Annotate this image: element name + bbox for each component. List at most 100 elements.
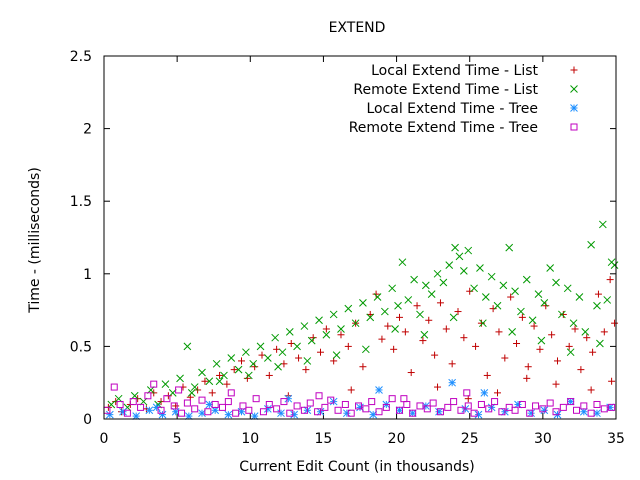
remote-tree-point xyxy=(315,392,323,400)
remote-list-point xyxy=(546,264,555,272)
x-axis-label: Current Edit Count (in thousands) xyxy=(239,459,474,475)
remote-tree-point xyxy=(347,409,355,417)
remote-list-point xyxy=(421,281,430,290)
remote-list-point xyxy=(420,330,429,339)
remote-list-point xyxy=(528,316,537,325)
local-tree-point xyxy=(277,409,285,418)
remote-list-point xyxy=(596,339,604,348)
local-tree-point xyxy=(132,412,141,420)
remote-tree-point xyxy=(485,405,493,413)
x-tick-label: 5 xyxy=(173,431,182,447)
remote-list-point xyxy=(476,264,484,272)
remote-tree-point xyxy=(355,402,363,410)
remote-list-point xyxy=(187,389,196,397)
local-list-point xyxy=(483,371,491,379)
local-tree-point xyxy=(224,410,233,419)
remote-tree-point xyxy=(150,380,158,388)
local-list-point xyxy=(536,345,544,353)
remote-tree-point xyxy=(163,395,171,403)
remote-list-point xyxy=(263,354,272,362)
plot-frame xyxy=(103,55,617,420)
remote-list-point xyxy=(464,246,473,255)
remote-tree-point xyxy=(539,405,547,413)
remote-tree-point xyxy=(457,406,465,414)
remote-tree-point xyxy=(273,405,281,413)
remote-tree-point xyxy=(178,409,186,417)
remote-list-point xyxy=(566,348,575,357)
local-list-point xyxy=(384,322,392,330)
remote-list-point xyxy=(285,328,294,336)
local-list-point xyxy=(559,310,567,318)
local-list-point xyxy=(419,337,427,345)
remote-tree-point xyxy=(293,402,301,410)
remote-tree-point xyxy=(388,395,396,403)
remote-tree-point xyxy=(400,395,408,403)
local-list-point xyxy=(571,325,579,333)
local-tree-point xyxy=(395,406,404,415)
remote-list-point xyxy=(274,362,282,371)
local-list-point xyxy=(230,366,238,374)
remote-tree-point xyxy=(477,400,485,408)
x-tick-label: 10 xyxy=(241,431,259,447)
local-list-point xyxy=(425,316,433,324)
local-list-point xyxy=(216,371,224,379)
local-list-point xyxy=(611,319,619,327)
remote-list-point xyxy=(176,374,184,383)
local-tree-point xyxy=(369,410,378,419)
remote-tree-point xyxy=(600,405,608,413)
remote-tree-point xyxy=(123,409,131,417)
remote-list-point xyxy=(558,310,566,319)
local-tree-point xyxy=(435,407,443,416)
local-list-point xyxy=(243,374,251,382)
remote-tree-point xyxy=(110,383,118,391)
local-list-point xyxy=(523,374,531,382)
remote-list-point xyxy=(505,243,514,252)
y-tick-label: 0.5 xyxy=(70,339,92,355)
remote-tree-point xyxy=(382,403,390,411)
y-tick-label: 1 xyxy=(83,267,92,283)
remote-tree-point xyxy=(518,400,526,408)
local-list-point xyxy=(589,348,597,356)
remote-tree-point xyxy=(587,409,595,417)
remote-list-point xyxy=(351,319,360,328)
local-list-point xyxy=(495,328,503,336)
local-tree-point xyxy=(527,409,536,418)
remote-tree-point xyxy=(573,406,581,414)
remote-list-point xyxy=(249,359,258,368)
local-list-point xyxy=(431,351,439,359)
remote-tree-point xyxy=(375,408,383,416)
remote-list-point xyxy=(190,383,199,391)
x-tick-label: 15 xyxy=(315,431,333,447)
remote-list-point xyxy=(451,243,459,252)
remote-list-point xyxy=(329,310,338,319)
remote-tree-point xyxy=(252,395,260,403)
remote-tree-point xyxy=(450,398,458,406)
legend: Local Extend Time - List Remote Extend Ti… xyxy=(349,63,578,136)
remote-tree-point xyxy=(491,398,499,406)
remote-list-point xyxy=(388,284,397,293)
remote-tree-point xyxy=(218,403,226,411)
y-tick-label: 0 xyxy=(83,412,92,428)
remote-tree-point xyxy=(362,405,370,413)
local-tree-point xyxy=(290,410,299,419)
remote-tree-point xyxy=(306,399,314,407)
local-tree-point xyxy=(250,412,259,420)
local-list-point xyxy=(302,366,310,374)
local-list-point xyxy=(347,386,355,394)
x-tick-label: 25 xyxy=(461,431,479,447)
remote-list-point xyxy=(278,348,287,357)
remote-list-point xyxy=(337,325,345,333)
remote-list-point xyxy=(271,333,280,342)
x-tick-label: 35 xyxy=(607,431,625,447)
local-tree-point xyxy=(145,406,154,415)
remote-list-point xyxy=(534,290,543,298)
local-list-point xyxy=(606,276,614,284)
local-tree-point xyxy=(152,403,161,412)
local-list-point xyxy=(489,305,497,313)
remote-list-point xyxy=(610,261,619,269)
remote-list-point xyxy=(552,278,560,287)
x-tick-label: 30 xyxy=(534,431,552,447)
remote-list-point xyxy=(381,307,389,316)
remote-tree-point xyxy=(204,408,212,416)
